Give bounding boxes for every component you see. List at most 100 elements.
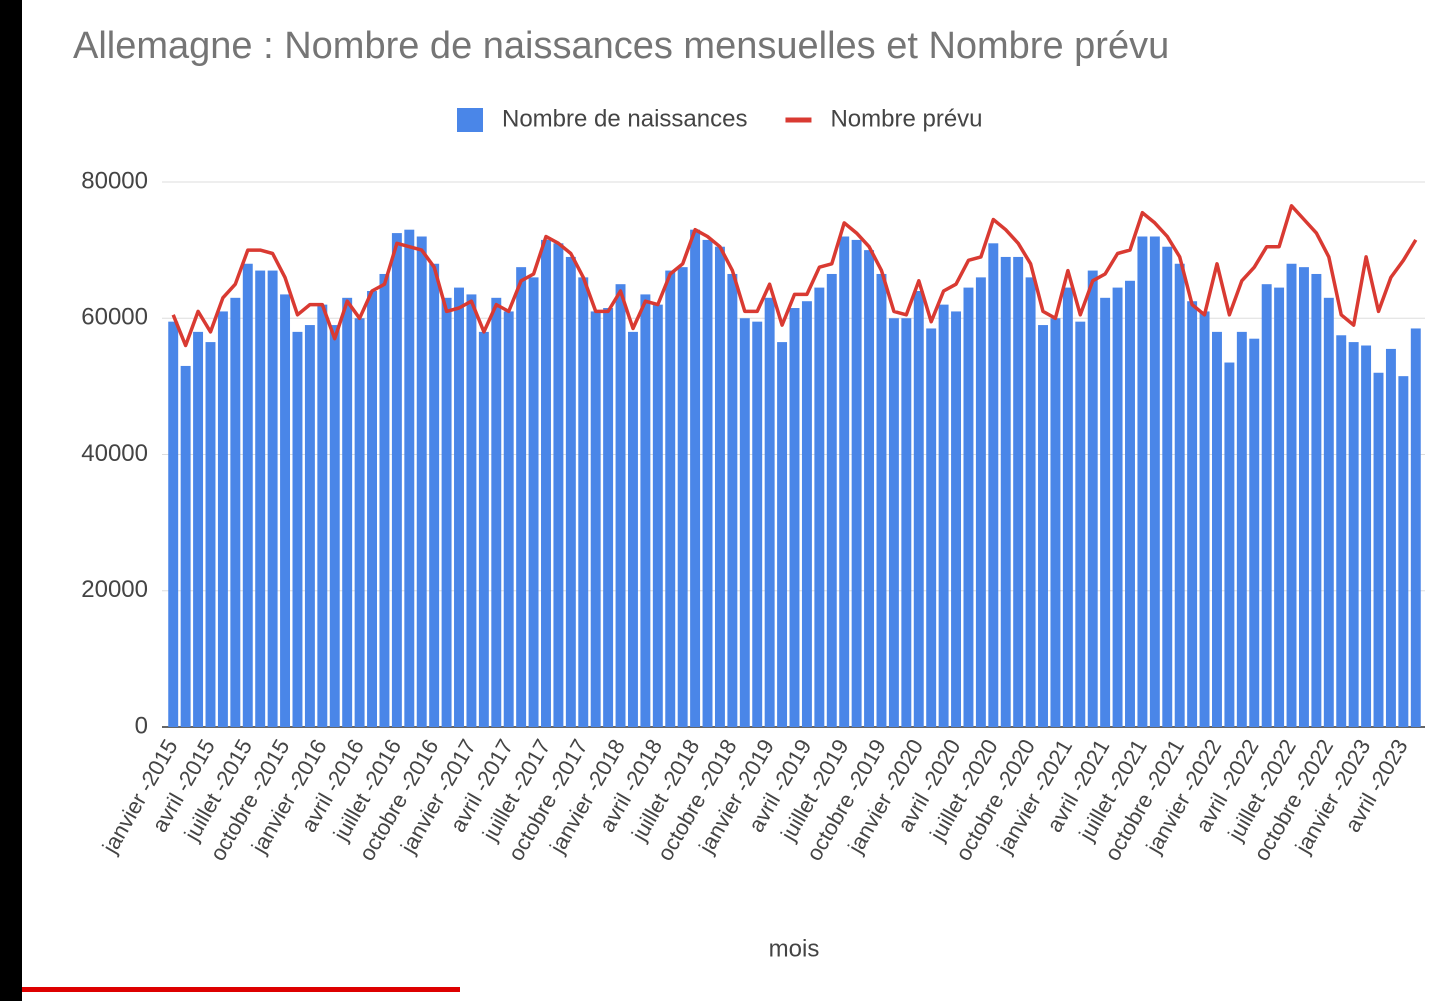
bar [1361, 345, 1372, 727]
bar [1224, 362, 1235, 727]
video-edge [0, 0, 22, 1001]
bar [217, 311, 228, 727]
bar [1087, 270, 1098, 727]
line [171, 204, 1418, 348]
bar [1373, 372, 1384, 727]
bar [627, 331, 638, 727]
bar [1050, 318, 1061, 727]
bar [851, 239, 862, 727]
y-tick-label: 20000 [81, 576, 148, 603]
bar [503, 311, 514, 727]
bar [168, 321, 179, 727]
bar [1212, 331, 1222, 727]
bar [1323, 297, 1334, 727]
bar [441, 297, 452, 727]
x-axis-title: mois [769, 935, 820, 962]
bar [391, 233, 402, 727]
bar [1162, 246, 1173, 727]
bar [702, 239, 713, 727]
bar [416, 236, 427, 727]
bar [677, 267, 688, 727]
bar [454, 287, 464, 727]
bar [1199, 311, 1210, 727]
bar [1038, 325, 1048, 727]
bar [1013, 256, 1024, 727]
bar [839, 236, 850, 727]
bar [913, 291, 924, 727]
bar [230, 297, 241, 727]
bar [1311, 273, 1322, 727]
bar [1410, 328, 1421, 727]
bar [1398, 376, 1409, 727]
progress-bar [22, 987, 460, 992]
bar [379, 273, 390, 727]
bar [752, 321, 763, 727]
bar [193, 331, 204, 727]
bar [640, 294, 651, 727]
chart-title: Allemagne : Nombre de naissances mensuel… [73, 25, 1169, 67]
bar [1174, 263, 1185, 727]
bar [764, 297, 775, 727]
bar [1348, 342, 1359, 727]
bar [826, 273, 837, 727]
bar [801, 301, 812, 727]
y-tick-label: 40000 [81, 440, 148, 467]
bar [466, 294, 477, 727]
bar [205, 342, 216, 727]
bar [292, 331, 303, 727]
bar [1149, 236, 1160, 727]
bar [280, 294, 291, 727]
bar [491, 297, 502, 727]
bar [727, 273, 738, 727]
bar [1261, 284, 1272, 727]
bar [1075, 321, 1086, 727]
bar [590, 311, 601, 727]
bar [814, 287, 825, 727]
bar [1025, 277, 1036, 727]
bar [255, 270, 266, 727]
bar [242, 263, 253, 727]
bar [951, 311, 962, 727]
bar [615, 284, 626, 727]
bar [317, 304, 328, 727]
bar [1298, 267, 1309, 727]
bar [1249, 338, 1260, 727]
y-tick-label: 80000 [81, 167, 148, 194]
bar [1236, 331, 1247, 727]
legend-label: Nombre de naissances [502, 105, 747, 132]
bar [267, 270, 278, 727]
y-tick-label: 60000 [81, 304, 148, 331]
bar [926, 328, 937, 727]
bar [1286, 263, 1297, 727]
bar [1274, 287, 1285, 727]
bar [578, 277, 589, 727]
bar [690, 229, 701, 727]
bar [180, 365, 191, 727]
legend-label: Nombre prévu [830, 105, 982, 132]
bar [354, 318, 365, 727]
bar [1187, 301, 1198, 727]
bar [988, 243, 999, 727]
bar [1125, 280, 1135, 727]
bar [404, 229, 415, 727]
bar [789, 308, 800, 727]
bar [876, 273, 887, 727]
bar [429, 263, 440, 727]
y-tick-label: 0 [135, 712, 148, 739]
bar [342, 297, 353, 727]
bar [714, 246, 725, 727]
bar [901, 318, 912, 727]
bar [1100, 297, 1111, 727]
bar [665, 270, 676, 727]
bar [541, 239, 551, 727]
bar [888, 318, 899, 727]
bar [963, 287, 974, 727]
bar [1137, 236, 1148, 727]
legend-swatch [457, 108, 483, 132]
bar [329, 325, 340, 727]
bar [777, 342, 788, 727]
bar [938, 304, 949, 727]
bar [553, 243, 564, 727]
bar [1062, 287, 1073, 727]
